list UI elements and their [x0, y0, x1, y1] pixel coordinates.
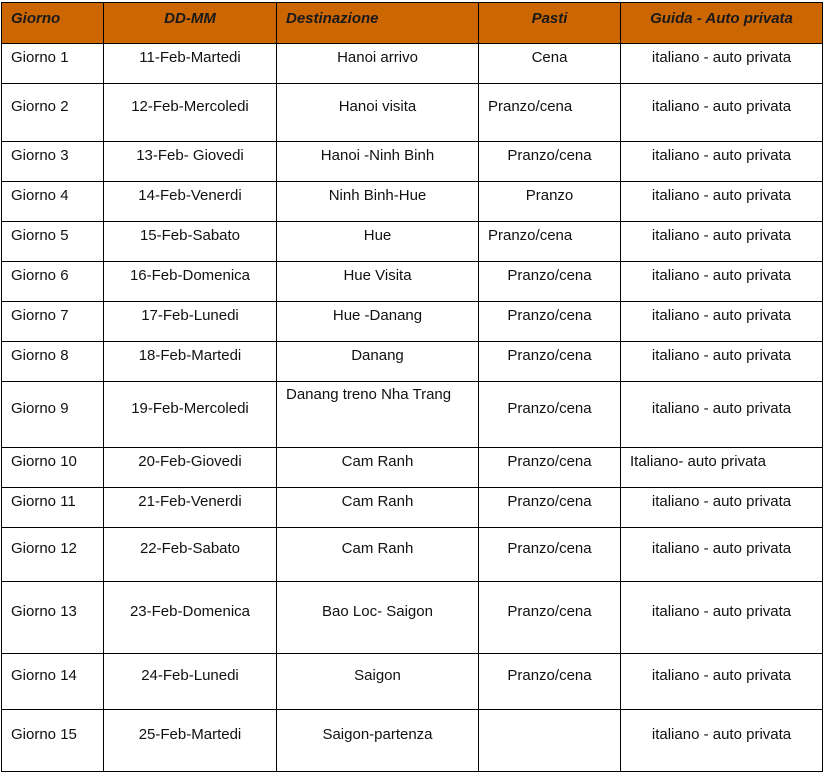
cell-pasti: Pranzo/cena	[478, 381, 621, 448]
table-row: Giorno 12 22-Feb-Sabato Cam Ranh Pranzo/cen…	[1, 527, 823, 582]
cell-date: 25-Feb-Martedi	[103, 709, 277, 772]
table-row: Giorno 2 12-Feb-Mercoledi Hanoi visita Pran…	[1, 83, 823, 142]
table-row: Giorno 3 13-Feb- Giovedi Hanoi -Ninh Binh P…	[1, 141, 823, 182]
cell-guida: italiano - auto privata	[620, 709, 823, 772]
table-row: Giorno 4 14-Feb-Venerdi Ninh Binh-Hue Pranz…	[1, 181, 823, 222]
header-giorno: Giorno	[1, 2, 104, 44]
cell-guida: italiano - auto privata	[620, 653, 823, 710]
cell-pasti: Pranzo/cena	[478, 221, 621, 262]
cell-guida: italiano - auto privata	[620, 221, 823, 262]
table-row: Giorno 5 15-Feb-Sabato Hue Pranzo/cena itali…	[1, 221, 823, 262]
cell-pasti: Pranzo/cena	[478, 527, 621, 582]
cell-date: 22-Feb-Sabato	[103, 527, 277, 582]
cell-pasti: Pranzo/cena	[478, 581, 621, 654]
cell-destinazione: Ninh Binh-Hue	[276, 181, 479, 222]
table-row: Giorno 11 21-Feb-Venerdi Cam Ranh Pranzo/ce…	[1, 487, 823, 528]
cell-guida: italiano - auto privata	[620, 301, 823, 342]
cell-giorno: Giorno 6	[1, 261, 104, 302]
cell-pasti: Pranzo/cena	[478, 487, 621, 528]
cell-giorno: Giorno 10	[1, 447, 104, 488]
cell-guida: italiano - auto privata	[620, 83, 823, 142]
cell-guida: italiano - auto privata	[620, 43, 823, 84]
header-pasti: Pasti	[478, 2, 621, 44]
cell-destinazione: Hue	[276, 221, 479, 262]
cell-pasti: Pranzo/cena	[478, 261, 621, 302]
cell-date: 11-Feb-Martedi	[103, 43, 277, 84]
cell-destinazione: Bao Loc- Saigon	[276, 581, 479, 654]
cell-destinazione: Hue -Danang	[276, 301, 479, 342]
cell-giorno: Giorno 11	[1, 487, 104, 528]
cell-guida: italiano - auto privata	[620, 261, 823, 302]
cell-destinazione: Danang treno Nha Trang	[276, 381, 479, 448]
cell-guida: italiano - auto privata	[620, 341, 823, 382]
cell-giorno: Giorno 2	[1, 83, 104, 142]
cell-giorno: Giorno 5	[1, 221, 104, 262]
cell-pasti: Pranzo/cena	[478, 653, 621, 710]
cell-giorno: Giorno 1	[1, 43, 104, 84]
table-row: Giorno 6 16-Feb-Domenica Hue Visita Pranzo/…	[1, 261, 823, 302]
table-row: Giorno 7 17-Feb-Lunedi Hue -Danang Pranzo/c…	[1, 301, 823, 342]
cell-date: 13-Feb- Giovedi	[103, 141, 277, 182]
table-row: Giorno 13 23-Feb-Domenica Bao Loc- Saigon P…	[1, 581, 823, 654]
table-row: Giorno 8 18-Feb-Martedi Danang Pranzo/cena i…	[1, 341, 823, 382]
cell-pasti: Cena	[478, 43, 621, 84]
cell-date: 14-Feb-Venerdi	[103, 181, 277, 222]
cell-destinazione: Hanoi -Ninh Binh	[276, 141, 479, 182]
cell-guida: italiano - auto privata	[620, 181, 823, 222]
cell-giorno: Giorno 13	[1, 581, 104, 654]
cell-giorno: Giorno 4	[1, 181, 104, 222]
table-row: Giorno 14 24-Feb-Lunedi Saigon Pranzo/cena i…	[1, 653, 823, 710]
header-guida: Guida - Auto privata	[620, 2, 823, 44]
cell-destinazione: Hanoi visita	[276, 83, 479, 142]
cell-guida: Italiano- auto privata	[620, 447, 823, 488]
cell-date: 24-Feb-Lunedi	[103, 653, 277, 710]
cell-destinazione: Saigon-partenza	[276, 709, 479, 772]
cell-date: 12-Feb-Mercoledi	[103, 83, 277, 142]
cell-date: 23-Feb-Domenica	[103, 581, 277, 654]
table-row: Giorno 15 25-Feb-Martedi Saigon-partenza it…	[1, 709, 823, 772]
table-row: Giorno 1 11-Feb-Martedi Hanoi arrivo Cena it…	[1, 43, 823, 84]
cell-date: 15-Feb-Sabato	[103, 221, 277, 262]
cell-giorno: Giorno 15	[1, 709, 104, 772]
cell-destinazione: Saigon	[276, 653, 479, 710]
cell-giorno: Giorno 14	[1, 653, 104, 710]
cell-guida: italiano - auto privata	[620, 381, 823, 448]
header-dd-mm: DD-MM	[103, 2, 277, 44]
cell-date: 17-Feb-Lunedi	[103, 301, 277, 342]
cell-date: 18-Feb-Martedi	[103, 341, 277, 382]
table-row: Giorno 10 20-Feb-Giovedi Cam Ranh Pranzo/ce…	[1, 447, 823, 488]
cell-destinazione: Danang	[276, 341, 479, 382]
cell-giorno: Giorno 9	[1, 381, 104, 448]
cell-giorno: Giorno 3	[1, 141, 104, 182]
cell-guida: italiano - auto privata	[620, 487, 823, 528]
cell-date: 21-Feb-Venerdi	[103, 487, 277, 528]
cell-pasti	[478, 709, 621, 772]
cell-pasti: Pranzo/cena	[478, 301, 621, 342]
cell-pasti: Pranzo	[478, 181, 621, 222]
header-row: Giorno DD-MM Destinazione Pasti Guida - Auto…	[1, 2, 823, 44]
cell-pasti: Pranzo/cena	[478, 141, 621, 182]
cell-giorno: Giorno 12	[1, 527, 104, 582]
cell-date: 16-Feb-Domenica	[103, 261, 277, 302]
cell-date: 20-Feb-Giovedi	[103, 447, 277, 488]
cell-pasti: Pranzo/cena	[478, 341, 621, 382]
table-row: Giorno 9 19-Feb-Mercoledi Danang treno Nha…	[1, 381, 823, 448]
cell-guida: italiano - auto privata	[620, 581, 823, 654]
header-destinazione: Destinazione	[276, 2, 479, 44]
cell-destinazione: Cam Ranh	[276, 447, 479, 488]
cell-giorno: Giorno 7	[1, 301, 104, 342]
cell-pasti: Pranzo/cena	[478, 447, 621, 488]
cell-guida: italiano - auto privata	[620, 141, 823, 182]
cell-date: 19-Feb-Mercoledi	[103, 381, 277, 448]
cell-destinazione: Hue Visita	[276, 261, 479, 302]
cell-guida: italiano - auto privata	[620, 527, 823, 582]
cell-destinazione: Cam Ranh	[276, 527, 479, 582]
cell-destinazione: Hanoi arrivo	[276, 43, 479, 84]
cell-pasti: Pranzo/cena	[478, 83, 621, 142]
cell-giorno: Giorno 8	[1, 341, 104, 382]
cell-destinazione: Cam Ranh	[276, 487, 479, 528]
